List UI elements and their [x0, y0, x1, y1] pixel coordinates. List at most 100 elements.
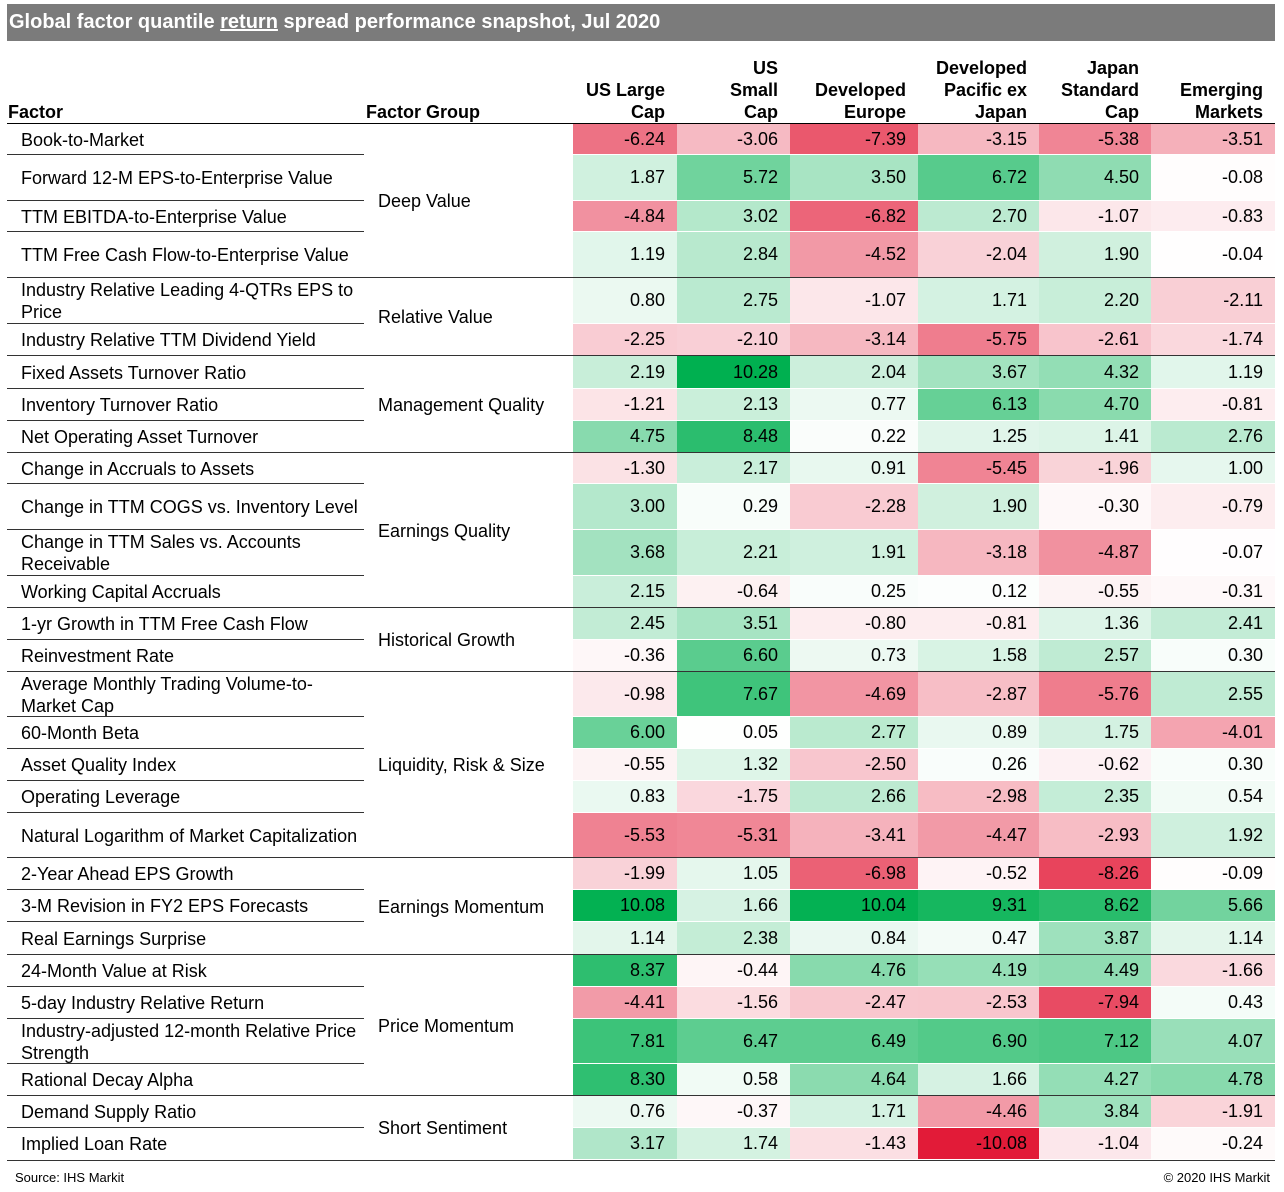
cell-us-small-cap: 1.74 [677, 1128, 790, 1159]
cell-emerging-markets: 0.30 [1151, 749, 1275, 780]
cell-japan-standard-cap: 2.20 [1039, 278, 1151, 323]
cell-japan-standard-cap: 1.36 [1039, 608, 1151, 639]
cell-developed-europe: 0.22 [790, 421, 918, 452]
factor-name: Reinvestment Rate [21, 646, 175, 666]
row-divider [7, 575, 364, 576]
factor-name: Real Earnings Surprise [21, 928, 207, 949]
cell-us-large-cap: 2.15 [573, 576, 677, 607]
factor-name: Industry-adjusted 12-month Relative Pric… [21, 1020, 357, 1063]
cell-japan-standard-cap: -0.30 [1039, 484, 1151, 529]
group-liquidity-risk-size: Liquidity, Risk & Size [378, 755, 545, 775]
cell-us-small-cap: 1.05 [677, 858, 790, 889]
cell-us-large-cap: 1.19 [573, 232, 677, 277]
row-divider [7, 420, 364, 421]
cell-emerging-markets: 1.00 [1151, 453, 1275, 483]
factor-name: Industry Relative Leading 4-QTRs EPS to … [21, 280, 354, 322]
cell-developed-pacific-ex-japan: -3.18 [918, 530, 1039, 575]
row-divider [7, 812, 364, 813]
cell-us-small-cap: 0.29 [677, 484, 790, 529]
factor-name: Working Capital Accruals [21, 582, 221, 602]
header-line: Cap [630, 102, 665, 122]
cell-developed-pacific-ex-japan: -0.81 [918, 608, 1039, 639]
row-divider [7, 1018, 364, 1019]
cell-developed-pacific-ex-japan: -4.47 [918, 813, 1039, 857]
cell-japan-standard-cap: -5.38 [1039, 124, 1151, 154]
cell-us-large-cap: 3.00 [573, 484, 677, 529]
cell-developed-europe: 1.71 [790, 1096, 918, 1127]
cell-developed-pacific-ex-japan: -3.15 [918, 124, 1039, 154]
row-divider [7, 780, 364, 781]
row-divider [7, 1127, 364, 1128]
cell-us-large-cap: -0.55 [573, 749, 677, 780]
group-earnings-momentum: Earnings Momentum [378, 897, 545, 917]
cell-developed-europe: 0.84 [790, 922, 918, 954]
cell-us-small-cap: 1.32 [677, 749, 790, 780]
cell-developed-europe: 3.50 [790, 155, 918, 200]
group-divider [7, 1095, 1275, 1096]
copyright-note: © 2020 IHS Markit [1163, 1170, 1270, 1185]
cell-emerging-markets: 0.30 [1151, 640, 1275, 671]
cell-japan-standard-cap: 1.75 [1039, 717, 1151, 748]
cell-us-large-cap: -0.98 [573, 672, 677, 716]
factor-name: 24-Month Value at Risk [21, 961, 207, 981]
factor-name: TTM Free Cash Flow-to-Enterprise Value [21, 245, 349, 265]
header-line: Markets [1194, 102, 1263, 122]
factor-name: 2-Year Ahead EPS Growth [21, 864, 234, 884]
cell-emerging-markets: -0.09 [1151, 858, 1275, 889]
cell-developed-pacific-ex-japan: 1.25 [918, 421, 1039, 452]
cell-developed-pacific-ex-japan: 2.70 [918, 201, 1039, 231]
row-divider [7, 716, 364, 717]
factor-name: Industry Relative TTM Dividend Yield [21, 330, 316, 350]
group-divider [7, 452, 1275, 453]
cell-us-small-cap: -0.37 [677, 1096, 790, 1127]
factor-name: 60-Month Beta [21, 723, 140, 743]
cell-us-large-cap: 1.87 [573, 155, 677, 200]
cell-japan-standard-cap: 8.62 [1039, 890, 1151, 921]
cell-developed-europe: -2.50 [790, 749, 918, 780]
factor-name: Implied Loan Rate [21, 1134, 168, 1154]
bottom-divider [7, 1160, 1275, 1161]
cell-developed-pacific-ex-japan: -5.45 [918, 453, 1039, 483]
cell-emerging-markets: 5.66 [1151, 890, 1275, 921]
group-divider [7, 277, 1275, 278]
factor-name: TTM EBITDA-to-Enterprise Value [21, 206, 287, 227]
cell-developed-europe: 2.77 [790, 717, 918, 748]
cell-emerging-markets: 2.41 [1151, 608, 1275, 639]
header-line: US Large [585, 80, 665, 100]
factor-name: Book-to-Market [21, 129, 145, 150]
row-divider [7, 748, 364, 749]
cell-emerging-markets: 4.78 [1151, 1064, 1275, 1095]
cell-us-small-cap: -2.10 [677, 324, 790, 355]
header-japan-standard-cap: Japan Standard Cap [999, 57, 1139, 123]
cell-us-large-cap: 7.81 [573, 1019, 677, 1063]
cell-us-small-cap: 7.67 [677, 672, 790, 716]
cell-us-small-cap: -1.75 [677, 781, 790, 812]
cell-japan-standard-cap: -7.94 [1039, 987, 1151, 1018]
cell-us-large-cap: 3.68 [573, 530, 677, 575]
row-divider [7, 200, 364, 201]
cell-emerging-markets: -0.08 [1151, 155, 1275, 200]
group-short-sentiment: Short Sentiment [378, 1118, 508, 1138]
cell-emerging-markets: 2.55 [1151, 672, 1275, 716]
cell-developed-pacific-ex-japan: -2.87 [918, 672, 1039, 716]
cell-emerging-markets: -1.66 [1151, 955, 1275, 986]
factor-name: Net Operating Asset Turnover [21, 427, 259, 447]
cell-developed-pacific-ex-japan: 0.26 [918, 749, 1039, 780]
cell-japan-standard-cap: 1.90 [1039, 232, 1151, 277]
cell-emerging-markets: 0.43 [1151, 987, 1275, 1018]
cell-developed-europe: -0.80 [790, 608, 918, 639]
cell-emerging-markets: -0.81 [1151, 389, 1275, 420]
cell-japan-standard-cap: -1.07 [1039, 201, 1151, 231]
cell-developed-europe: 4.76 [790, 955, 918, 986]
cell-us-small-cap: 2.75 [677, 278, 790, 323]
cell-developed-pacific-ex-japan: 0.47 [918, 922, 1039, 954]
cell-developed-europe: 1.91 [790, 530, 918, 575]
cell-developed-pacific-ex-japan: -0.52 [918, 858, 1039, 889]
cell-developed-pacific-ex-japan: 1.90 [918, 484, 1039, 529]
row-divider [7, 388, 364, 389]
row-divider [7, 921, 364, 922]
row-divider [7, 154, 364, 155]
header-divider [7, 123, 1275, 124]
factor-name: Fixed Assets Turnover Ratio [21, 362, 247, 383]
source-note: Source: IHS Markit [15, 1170, 125, 1185]
